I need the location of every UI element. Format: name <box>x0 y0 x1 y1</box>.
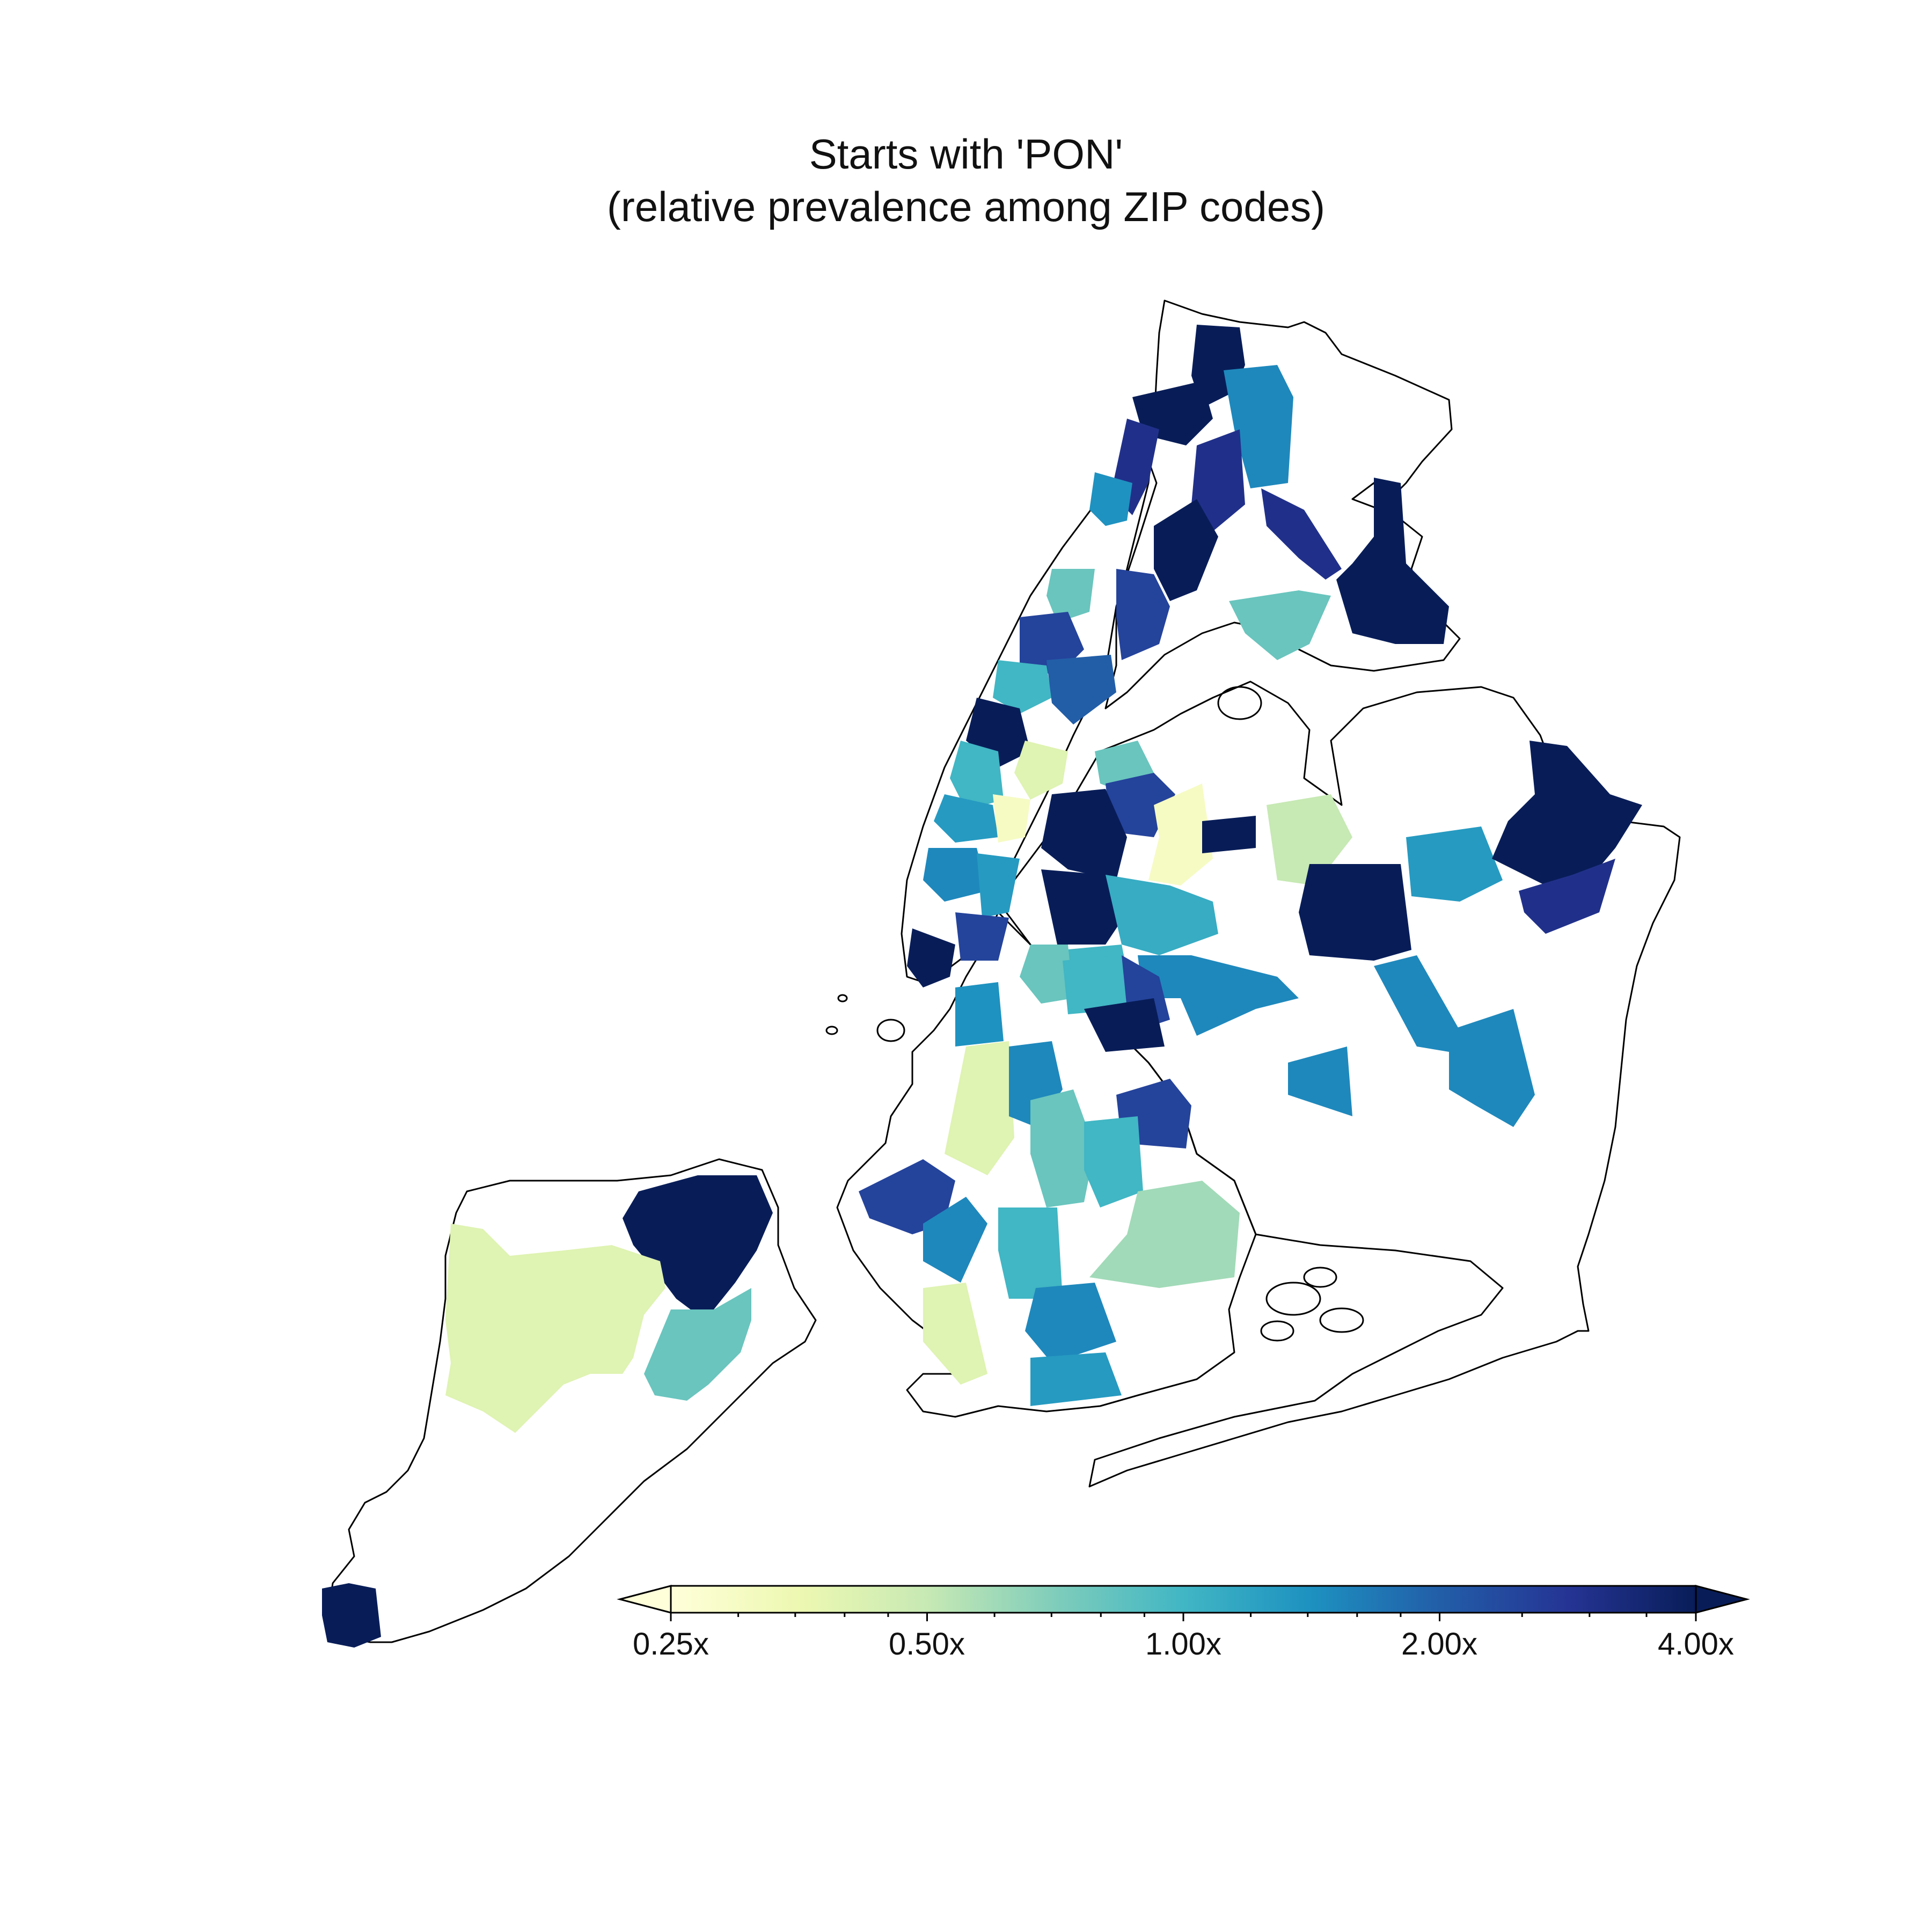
region-bensonhurst <box>998 1208 1063 1299</box>
region-midwood <box>1084 1116 1143 1208</box>
region-jackson-heights <box>1148 784 1213 885</box>
region-bushwick <box>1084 998 1165 1052</box>
island-5 <box>1303 1267 1337 1288</box>
region-sheepshead-bay <box>1025 1283 1116 1363</box>
region-harlem-central <box>993 660 1052 714</box>
region-fresh-meadows <box>1299 864 1411 961</box>
region-flushing <box>1267 794 1352 885</box>
region-lower-manhattan <box>907 928 955 987</box>
region-park-slope <box>945 1041 1014 1175</box>
borough-outlines <box>326 299 1681 1643</box>
colorbar-tick-0: 0.25x <box>633 1627 709 1662</box>
region-staten-island-west <box>445 1224 665 1433</box>
region-williamsburg <box>1020 945 1073 1004</box>
region-bronx-center-north <box>1224 365 1293 488</box>
title-line-1: Starts with 'PON' <box>809 130 1123 178</box>
island-3 <box>1260 1320 1294 1342</box>
region-bronx-northeast <box>1336 478 1449 644</box>
region-dyker-heights <box>923 1283 987 1385</box>
region-flatbush <box>1030 1089 1095 1208</box>
region-inwood-south <box>1089 472 1132 526</box>
region-staten-island-east <box>644 1288 751 1401</box>
region-bay-ridge <box>923 1197 987 1283</box>
region-greenpoint <box>1063 955 1127 1014</box>
region-lower-east-side <box>955 912 1009 961</box>
region-bronx-east <box>1261 488 1342 580</box>
region-bayside <box>1406 826 1503 902</box>
region-downtown-brooklyn <box>955 982 1004 1046</box>
region-east-harlem <box>1046 655 1116 724</box>
region-bronx-fordham <box>1191 429 1245 531</box>
region-long-island-city <box>1041 789 1127 880</box>
staten-island-outline <box>326 1158 817 1643</box>
region-queens-village <box>1519 859 1615 934</box>
colorbar-extend-low <box>617 1585 672 1614</box>
colorbar-tick-3: 2.00x <box>1401 1627 1477 1662</box>
colorbar-tick-2: 1.00x <box>1145 1627 1221 1662</box>
region-canarsie <box>1089 1181 1240 1288</box>
island-1 <box>1217 686 1262 720</box>
region-bronx-south-central <box>1116 569 1170 660</box>
region-woodside <box>1106 875 1218 955</box>
region-jamaica <box>1374 955 1460 1052</box>
colorbar-tick-1: 0.50x <box>889 1627 965 1662</box>
island-7 <box>825 1026 838 1035</box>
region-sunset-park <box>859 1159 955 1234</box>
region-tottenville <box>322 1583 381 1648</box>
colorbar-tick-4: 4.00x <box>1658 1627 1734 1662</box>
colorbar <box>617 1585 1750 1621</box>
colorbar-tick-marks <box>670 1613 1697 1621</box>
zip-regions <box>322 325 1642 1648</box>
colorbar-body <box>670 1585 1697 1614</box>
region-little-neck <box>1492 741 1642 885</box>
region-midtown-west <box>934 794 998 843</box>
region-maspeth <box>1138 955 1299 1036</box>
map-title: Starts with 'PON' (relative prevalence a… <box>0 128 1932 233</box>
region-midtown <box>993 794 1030 843</box>
region-staten-island-north <box>623 1175 773 1315</box>
island-4 <box>1319 1307 1364 1333</box>
region-coney-island <box>1030 1352 1122 1406</box>
island-8 <box>837 994 848 1002</box>
region-harlem-upper <box>1046 569 1095 623</box>
region-bronx-west-central <box>1154 499 1218 601</box>
region-chelsea <box>923 848 987 902</box>
region-ozone-park <box>1288 1046 1352 1116</box>
region-throgs-neck <box>1229 590 1331 660</box>
island-2 <box>1265 1282 1321 1316</box>
region-corona <box>1202 816 1256 853</box>
colorbar-tick-labels: 0.25x 0.50x 1.00x 2.00x 4.00x <box>0 1626 1932 1669</box>
region-upper-east-side <box>1014 741 1068 800</box>
region-sunnyside <box>1041 869 1127 945</box>
region-village <box>977 853 1020 918</box>
brooklyn-outline <box>836 911 1257 1418</box>
region-upper-west-side-south <box>950 741 1004 810</box>
title-line-2: (relative prevalence among ZIP codes) <box>606 183 1326 230</box>
region-st-albans <box>1449 1009 1535 1127</box>
island-6 <box>876 1019 905 1042</box>
colorbar-extend-high <box>1695 1585 1750 1614</box>
